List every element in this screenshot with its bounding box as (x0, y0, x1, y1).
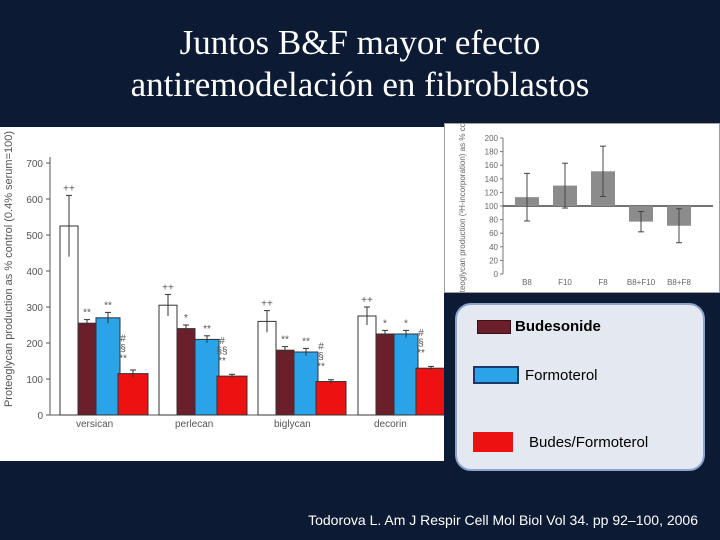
left-y-tick-label: 500 (26, 231, 43, 242)
left-significance-mark: ** (104, 300, 112, 311)
legend-label-formoterol: Formoterol (525, 367, 598, 384)
right-y-tick-label: 140 (485, 175, 499, 184)
left-bar-combination-perlecan (216, 375, 248, 416)
left-bar-control-perlecan (158, 304, 178, 416)
left-y-tick-label: 200 (26, 339, 43, 350)
left-category-label-perlecan: perlecan (175, 419, 213, 430)
left-significance-mark: # (418, 328, 424, 339)
left-bar-budesonide-versican (77, 322, 97, 416)
right-category-label-B8: B8 (522, 278, 532, 287)
left-y-tick-label: 0 (37, 411, 43, 422)
left-significance-mark: ++ (361, 295, 373, 306)
legend-label-budesonide: Budesonide (515, 318, 601, 335)
left-significance-mark: * (383, 318, 387, 329)
left-significance-mark: ** (281, 335, 289, 346)
legend-swatch-formoterol (473, 366, 519, 384)
left-y-tick-label: 100 (26, 375, 43, 386)
slide-title-line-1: Juntos B&F mayor efecto (179, 23, 541, 62)
right-y-tick-label: 40 (489, 243, 498, 252)
slide-title-line-2: antiremodelación en fibroblastos (130, 65, 590, 104)
left-category-label-versican: versican (76, 419, 113, 430)
legend-swatch-budesonide (477, 320, 511, 334)
slide-title: Juntos B&F mayor efecto antiremodelación… (0, 22, 720, 106)
right-category-label-F8: F8 (598, 278, 608, 287)
right-y-tick-label: 20 (489, 256, 498, 265)
left-bar-chart: 0 100 200 300 400 500 600 700 Proteoglycan produ… (0, 127, 447, 461)
left-bar-formoterol-perlecan (194, 338, 220, 416)
left-category-label-biglycan: biglycan (274, 419, 311, 430)
left-y-tick-label: 700 (26, 159, 43, 170)
left-bar-control-biglycan (257, 320, 277, 416)
left-significance-mark: §§ (216, 346, 227, 357)
right-y-tick-label: 180 (485, 148, 499, 157)
right-y-tick-label: 120 (485, 188, 499, 197)
legend-label-budes-formoterol: Budes/Formoterol (529, 434, 649, 451)
left-significance-mark: § (318, 352, 324, 363)
left-y-tick-label: 600 (26, 195, 43, 206)
left-bar-budesonide-biglycan (275, 349, 295, 416)
left-chart-svg: 0 100 200 300 400 500 600 700 Proteoglycan produ… (3, 131, 447, 430)
left-significance-mark: * (184, 313, 188, 324)
left-bar-combination-versican (117, 373, 149, 416)
right-y-tick-label: 0 (494, 270, 499, 279)
left-y-tick-label: 400 (26, 267, 43, 278)
left-bar-budesonide-perlecan (176, 328, 196, 416)
right-y-tick-label: 160 (485, 161, 499, 170)
left-significance-mark: ** (119, 354, 127, 365)
legend-item-formoterol: Formoterol (457, 365, 707, 387)
left-significance-mark: # (219, 336, 225, 347)
right-y-axis-label: Proteoglycan production (³H-incorporatio… (458, 124, 467, 292)
left-significance-mark: * (404, 318, 408, 329)
left-bar-formoterol-decorin (393, 333, 419, 416)
right-category-label-B8+F10: B8+F10 (627, 278, 656, 287)
left-significance-mark: ** (203, 324, 211, 335)
left-bar-formoterol-versican (95, 317, 121, 416)
left-bar-combination-decorin (415, 367, 447, 416)
citation-text: Todorova L. Am J Respir Cell Mol Biol Vo… (308, 512, 698, 528)
right-y-tick-label: 80 (489, 216, 498, 225)
left-significance-mark: ** (317, 362, 325, 373)
left-significance-mark: ++ (261, 299, 273, 310)
right-y-tick-label: 200 (485, 134, 499, 143)
right-category-label-F10: F10 (558, 278, 572, 287)
left-significance-mark: ** (417, 348, 425, 359)
left-bar-formoterol-biglycan (293, 351, 319, 416)
left-bar-combination-biglycan (315, 381, 347, 416)
right-y-tick-label: 60 (489, 229, 498, 238)
left-category-label-decorin: decorin (374, 419, 407, 430)
right-chart-svg: 0 20 40 60 80 100 120 140 160 180 200 Proteoglycan … (458, 107, 713, 305)
legend-item-budesonide: Budesonide (457, 317, 707, 339)
left-significance-mark: ++ (162, 282, 174, 293)
left-significance-mark: § (418, 338, 424, 349)
left-bar-budesonide-decorin (375, 333, 395, 416)
left-bar-control-decorin (357, 315, 377, 416)
left-significance-mark: # (120, 334, 126, 345)
left-significance-mark: ++ (63, 183, 75, 194)
right-bar-chart: 0 20 40 60 80 100 120 140 160 180 200 Proteoglycan … (444, 107, 720, 305)
right-y-tick-label: 100 (485, 202, 499, 211)
left-significance-mark: ** (302, 336, 310, 347)
legend-item-budes-formoterol: Budes/Formoterol (457, 432, 707, 454)
right-category-label-B8+F8: B8+F8 (667, 278, 691, 287)
legend-box: Budesonide Formoterol Budes/Formoterol (455, 303, 705, 471)
left-significance-mark: ** (83, 308, 91, 319)
left-y-axis-label: Proteoglycan production as % control (0.… (3, 131, 15, 407)
legend-swatch-budes-formoterol (473, 432, 513, 452)
left-significance-mark: # (318, 342, 324, 353)
left-y-tick-label: 300 (26, 303, 43, 314)
left-significance-mark: § (120, 344, 126, 355)
left-significance-mark: ** (218, 356, 226, 367)
